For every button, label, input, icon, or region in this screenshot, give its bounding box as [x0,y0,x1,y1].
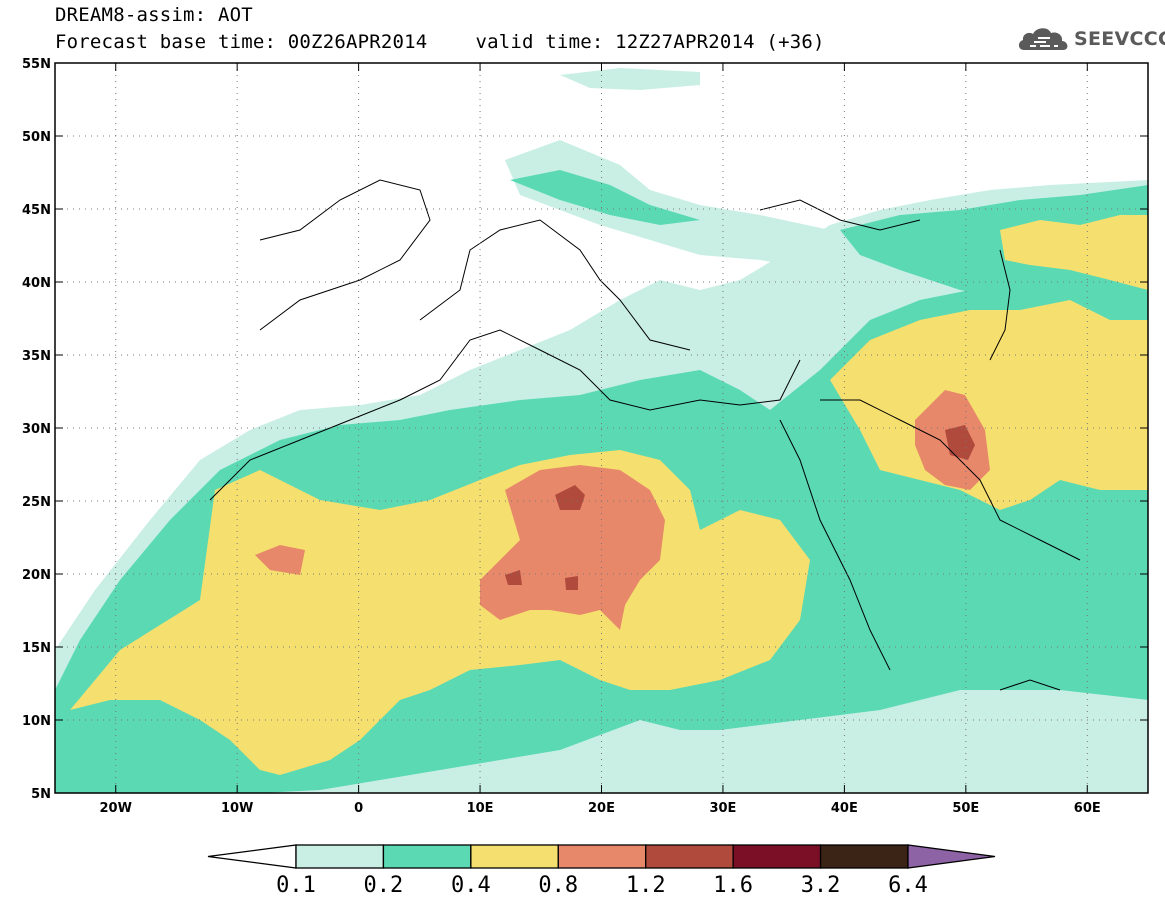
colorbar-label: 0.2 [364,873,404,898]
graticule [55,63,1148,793]
lat-tick-label: 55N [22,57,51,72]
lat-tick-label: 50N [22,130,51,145]
chart-title: DREAM8-assim: AOT [55,4,253,26]
lon-tick-label: 20E [588,801,615,816]
aot-band-1.2-d [945,425,975,460]
aot-band-0.4-gulf [830,300,1148,510]
coastlines [209,179,1081,691]
lat-tick-label: 40N [22,276,51,291]
lon-tick-label: 60E [1074,801,1101,816]
base-time: Forecast base time: 00Z26APR2014 [55,31,428,53]
lat-tick-label: 45N [22,203,51,218]
lon-tick-label: 30E [709,801,736,816]
colorbar-box [470,844,559,869]
aot-band-0.8 [480,465,665,630]
colorbar-box [645,844,734,869]
colorbar: 0.1 0.2 0.4 0.8 1.2 1.6 3.2 6.4 [207,844,996,898]
lat-tick-label: 25N [22,495,51,510]
lon-tick-label: 0 [354,801,363,816]
logo-text: SEEVCCC [1074,28,1165,50]
logo: SEEVCCC [1016,22,1165,56]
colorbar-box [557,844,647,869]
aot-field [55,68,1148,793]
aot-band-0.4-caspian [1000,215,1148,290]
lon-tick-label: 40E [831,801,858,816]
colorbar-low-arrow [207,844,297,869]
colorbar-label: 1.2 [626,873,666,898]
lat-tick-label: 30N [22,422,51,437]
lon-tick-label: 20W [100,801,132,816]
axis-ticks: 20W 10W 0 10E 20E 30E 40E 50E 60E 5N 10N 15N 20N 25N 3… [22,57,1148,816]
colorbar-high-arrow [907,844,996,869]
valid-time: valid time: 12Z27APR2014 (+36) [475,31,825,53]
lon-tick-label: 50E [952,801,979,816]
colorbar-box [295,844,385,869]
colorbar-label: 1.6 [713,873,753,898]
lat-tick-label: 20N [22,568,51,583]
aot-band-0.8-mali [255,545,305,575]
colorbar-box [382,844,472,869]
lat-tick-label: 10N [22,714,51,729]
lat-tick-label: 5N [31,787,51,802]
forecast-time-line: Forecast base time: 00Z26APR2014 valid ti… [55,31,825,53]
aot-band-0.1-north [560,68,700,90]
colorbar-box [732,844,822,869]
colorbar-label: 3.2 [801,873,841,898]
colorbar-box [819,844,909,869]
colorbar-label: 0.8 [538,873,578,898]
lon-tick-label: 10W [221,801,253,816]
lat-tick-label: 15N [22,641,51,656]
aot-band-1.2 [555,485,585,510]
lon-tick-label: 10E [467,801,494,816]
colorbar-label: 0.1 [276,873,316,898]
colorbar-label: 0.4 [451,873,491,898]
cloud-icon [1018,28,1068,50]
colorbar-label: 6.4 [888,873,928,898]
lat-tick-label: 35N [22,349,51,364]
aot-band-0.1-balkans [505,140,860,270]
aot-band-0.2-adriatic [510,170,700,225]
aot-band-1.2-c [565,576,578,590]
aot-band-0.2-caspian [840,185,1148,310]
